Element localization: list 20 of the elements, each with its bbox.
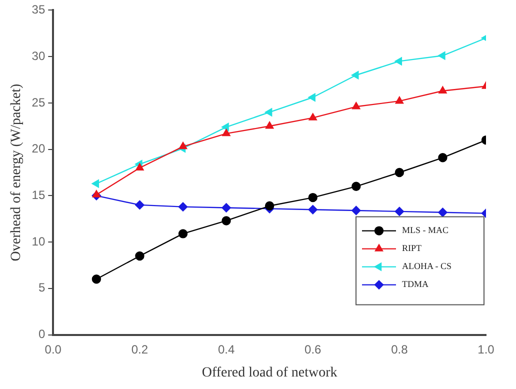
legend-label: MLS - MAC: [402, 225, 449, 236]
x-tick-label: 0.4: [218, 342, 235, 356]
legend-label: RIPT: [402, 243, 422, 254]
y-tick-label: 15: [32, 188, 46, 202]
x-tick-label: 0.6: [304, 342, 322, 356]
y-tick-label: 20: [32, 142, 46, 156]
x-tick-label: 0.8: [391, 342, 408, 356]
x-axis-title: Offered load of network: [202, 365, 338, 380]
y-tick-label: 25: [32, 95, 46, 110]
y-tick-label: 30: [32, 48, 46, 63]
y-tick-label: 0: [38, 327, 46, 342]
y-tick-label: 10: [32, 234, 46, 248]
legend-label: TDMA: [402, 279, 429, 290]
y-tick-label: 5: [38, 280, 46, 295]
y-tick-label: 35: [32, 2, 46, 17]
x-tick-label: 0.0: [44, 342, 62, 356]
x-tick-label: 1.0: [478, 342, 495, 356]
legend-label: ALOHA - CS: [402, 261, 452, 272]
y-axis-title: Overhead of energy (W/packet): [9, 83, 24, 262]
x-tick-label: 0.2: [131, 342, 148, 356]
